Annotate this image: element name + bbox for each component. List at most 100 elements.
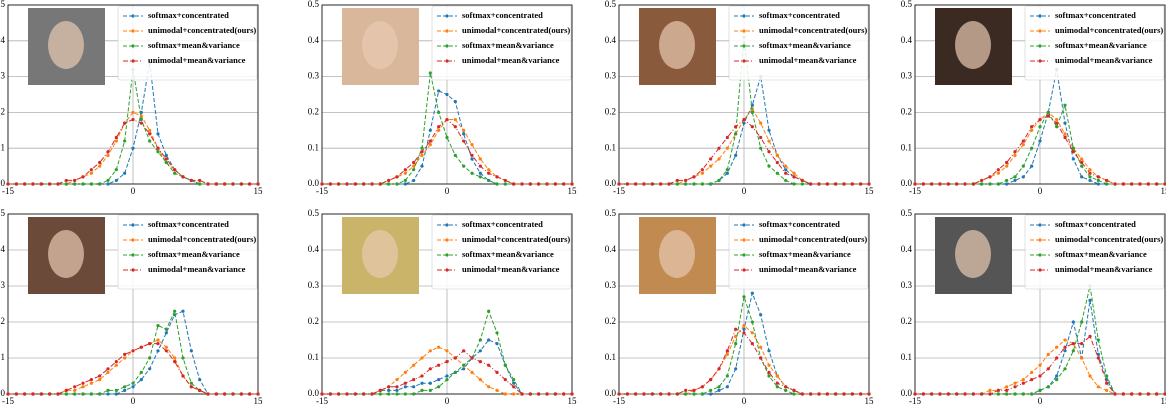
x-tick-label: -15	[2, 186, 14, 196]
y-tick-label: 0.2	[605, 316, 616, 326]
point	[231, 392, 234, 395]
point	[437, 89, 440, 92]
point	[1055, 118, 1058, 121]
point	[320, 392, 323, 395]
point	[470, 154, 473, 157]
point	[437, 125, 440, 128]
point	[692, 182, 695, 185]
y-tick-label: 0.3	[308, 71, 320, 81]
point	[512, 382, 515, 385]
point	[1122, 392, 1125, 395]
point	[617, 182, 620, 185]
point	[767, 374, 770, 377]
point	[198, 389, 201, 392]
point	[90, 378, 93, 381]
point	[1105, 382, 1108, 385]
point	[1088, 299, 1091, 302]
point	[726, 349, 729, 352]
point	[65, 392, 68, 395]
point	[404, 182, 407, 185]
point	[709, 389, 712, 392]
point	[1013, 382, 1016, 385]
legend-label: softmax+concentrated	[759, 10, 840, 20]
y-tick-label: 0.3	[901, 71, 913, 81]
point	[963, 392, 966, 395]
point	[131, 118, 134, 121]
legend-label: unimodal+concentrated(ours)	[1055, 25, 1163, 35]
legend-marker	[1038, 44, 1041, 47]
point	[709, 157, 712, 160]
point	[429, 129, 432, 132]
point	[470, 143, 473, 146]
point	[751, 125, 754, 128]
face-image-detail	[362, 21, 398, 69]
point	[997, 392, 1000, 395]
point	[1022, 392, 1025, 395]
point	[412, 165, 415, 168]
y-tick-label: 0.2	[308, 316, 319, 326]
point	[395, 182, 398, 185]
point	[190, 382, 193, 385]
chart-panel: 0.00.10.20.30.40.5-15015softmax+concentr…	[0, 0, 263, 196]
point	[859, 392, 862, 395]
point	[997, 389, 1000, 392]
point	[980, 182, 983, 185]
point	[784, 389, 787, 392]
point	[570, 182, 573, 185]
point	[767, 129, 770, 132]
point	[692, 392, 695, 395]
point	[1055, 125, 1058, 128]
point	[462, 165, 465, 168]
y-tick-label: 0.5	[308, 0, 320, 9]
point	[445, 136, 448, 139]
y-tick-label: 0.4	[0, 244, 6, 254]
point	[23, 182, 26, 185]
point	[148, 139, 151, 142]
point	[420, 165, 423, 168]
point	[776, 154, 779, 157]
point	[387, 392, 390, 395]
point	[240, 182, 243, 185]
y-tick-label: 0.5	[605, 208, 617, 218]
y-tick-label: 0.4	[0, 35, 6, 45]
y-tick-label: 0.2	[605, 106, 616, 116]
point	[445, 349, 448, 352]
point	[1130, 392, 1133, 395]
point	[1005, 165, 1008, 168]
point	[792, 389, 795, 392]
point	[387, 179, 390, 182]
point	[412, 385, 415, 388]
point	[387, 385, 390, 388]
face-image-detail	[955, 21, 991, 69]
legend-marker	[1038, 14, 1041, 17]
point	[1063, 346, 1066, 349]
point	[156, 150, 159, 153]
point	[354, 182, 357, 185]
point	[462, 132, 465, 135]
point	[1030, 129, 1033, 132]
point	[479, 172, 482, 175]
point	[701, 168, 704, 171]
point	[148, 356, 151, 359]
point	[198, 179, 201, 182]
point	[106, 179, 109, 182]
point	[1147, 182, 1150, 185]
point	[1005, 392, 1008, 395]
point	[140, 122, 143, 125]
point	[667, 182, 670, 185]
point	[1080, 320, 1083, 323]
point	[329, 392, 332, 395]
legend-label: unimodal+mean&variance	[148, 264, 246, 274]
y-tick-label: 0.5	[901, 208, 913, 218]
point	[1030, 165, 1033, 168]
point	[684, 179, 687, 182]
legend-marker	[445, 253, 448, 256]
point	[1013, 154, 1016, 157]
point	[437, 364, 440, 367]
point	[404, 392, 407, 395]
point	[776, 382, 779, 385]
y-tick-label: 0.2	[901, 106, 912, 116]
point	[1080, 356, 1083, 359]
point	[963, 182, 966, 185]
